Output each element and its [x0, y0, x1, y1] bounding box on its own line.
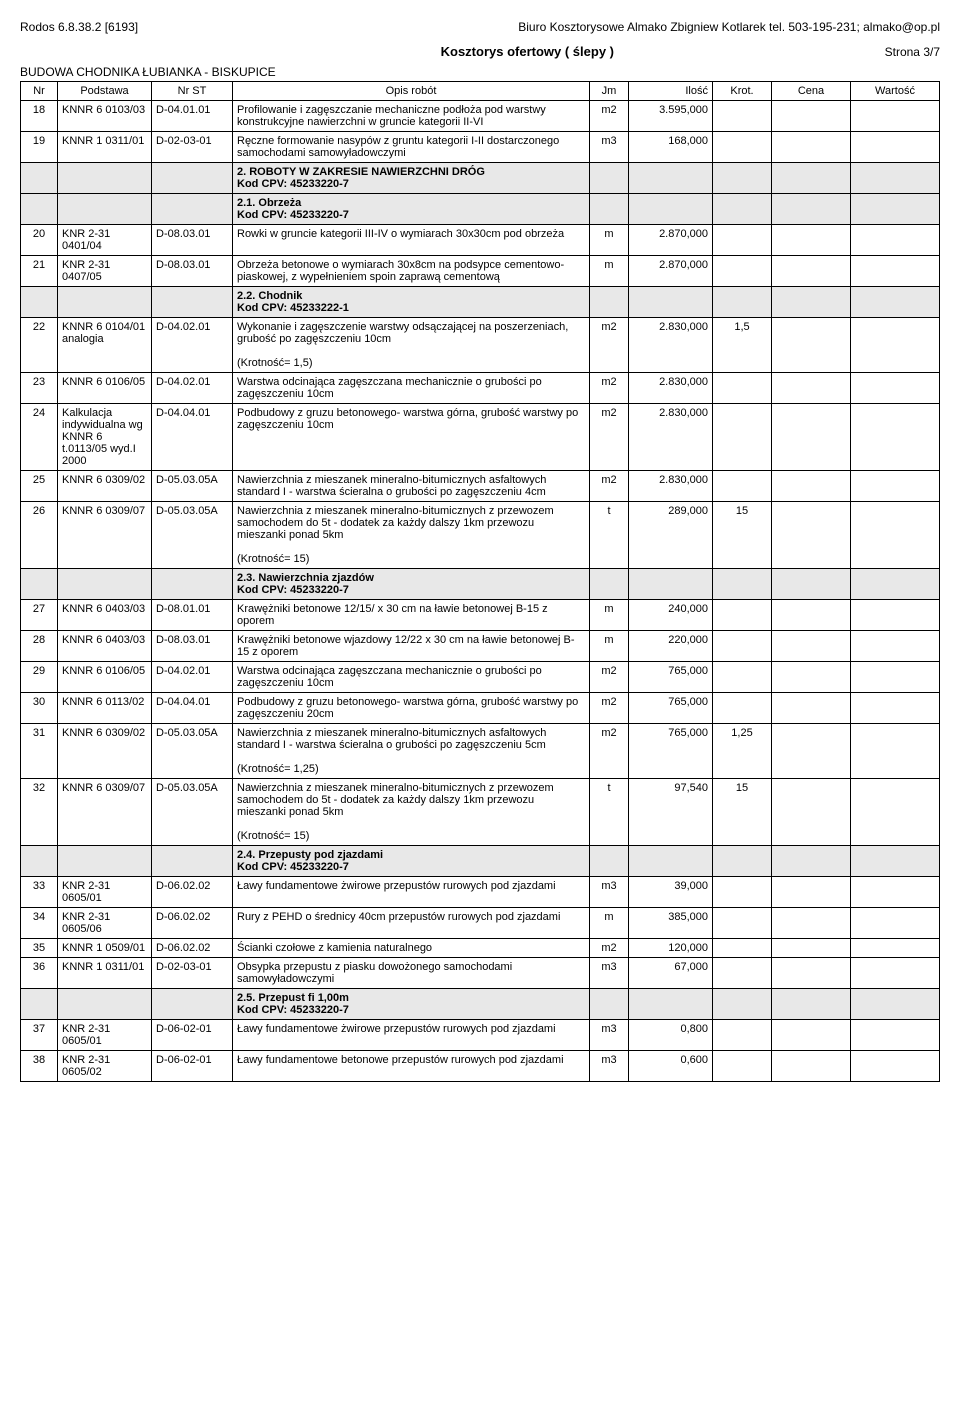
table-row: 34KNR 2-31 0605/06D-06.02.02Rury z PEHD … [21, 908, 940, 939]
page-number: Strona 3/7 [885, 45, 940, 59]
table-row: 31KNNR 6 0309/02D-05.03.05ANawierzchnia … [21, 724, 940, 779]
section-row: 2.5. Przepust fi 1,00m Kod CPV: 45233220… [21, 989, 940, 1020]
software-label: Rodos 6.8.38.2 [6193] [20, 20, 138, 34]
table-row: 18KNNR 6 0103/03D-04.01.01Profilowanie i… [21, 101, 940, 132]
table-row: 37KNR 2-31 0605/01D-06-02-01Ławy fundame… [21, 1020, 940, 1051]
table-row: 19KNNR 1 0311/01D-02-03-01Ręczne formowa… [21, 132, 940, 163]
table-row: 27KNNR 6 0403/03D-08.01.01Krawężniki bet… [21, 600, 940, 631]
table-row: 26KNNR 6 0309/07D-05.03.05ANawierzchnia … [21, 502, 940, 569]
section-row: 2.2. Chodnik Kod CPV: 45233222-1 [21, 287, 940, 318]
col-krot: Krot. [713, 82, 772, 101]
col-wart: Wartość [851, 82, 940, 101]
company-label: Biuro Kosztorysowe Almako Zbigniew Kotla… [518, 20, 940, 34]
col-st: Nr ST [152, 82, 233, 101]
table-row: 30KNNR 6 0113/02D-04.04.01Podbudowy z gr… [21, 693, 940, 724]
table-row: 32KNNR 6 0309/07D-05.03.05ANawierzchnia … [21, 779, 940, 846]
table-row: 28KNNR 6 0403/03D-08.03.01Krawężniki bet… [21, 631, 940, 662]
table-row: 35KNNR 1 0509/01D-06.02.02Ścianki czołow… [21, 939, 940, 958]
section-row: 2.3. Nawierzchnia zjazdów Kod CPV: 45233… [21, 569, 940, 600]
col-pod: Podstawa [58, 82, 152, 101]
table-row: 23KNNR 6 0106/05D-04.02.01Warstwa odcina… [21, 373, 940, 404]
col-jm: Jm [590, 82, 629, 101]
table-row: 22KNNR 6 0104/01 analogiaD-04.02.01Wykon… [21, 318, 940, 373]
table-row: 24Kalkulacja indywidualna wg KNNR 6 t.01… [21, 404, 940, 471]
table-header-row: Nr Podstawa Nr ST Opis robót Jm Ilość Kr… [21, 82, 940, 101]
table-row: 25KNNR 6 0309/02D-05.03.05ANawierzchnia … [21, 471, 940, 502]
project-name: BUDOWA CHODNIKA ŁUBIANKA - BISKUPICE [20, 65, 940, 79]
table-row: 29KNNR 6 0106/05D-04.02.01Warstwa odcina… [21, 662, 940, 693]
table-row: 20KNR 2-31 0401/04D-08.03.01Rowki w grun… [21, 225, 940, 256]
cost-table: Nr Podstawa Nr ST Opis robót Jm Ilość Kr… [20, 81, 940, 1082]
table-row: 36KNNR 1 0311/01D-02-03-01Obsypka przepu… [21, 958, 940, 989]
col-cena: Cena [772, 82, 851, 101]
col-nr: Nr [21, 82, 58, 101]
table-row: 33KNR 2-31 0605/01D-06.02.02Ławy fundame… [21, 877, 940, 908]
doc-title: Kosztorys ofertowy ( ślepy ) [170, 44, 885, 59]
section-row: 2.1. Obrzeża Kod CPV: 45233220-7 [21, 194, 940, 225]
table-row: 21KNR 2-31 0407/05D-08.03.01Obrzeża beto… [21, 256, 940, 287]
section-row: 2. ROBOTY W ZAKRESIE NAWIERZCHNI DRÓG Ko… [21, 163, 940, 194]
table-row: 38KNR 2-31 0605/02D-06-02-01Ławy fundame… [21, 1051, 940, 1082]
col-ilosc: Ilość [629, 82, 713, 101]
section-row: 2.4. Przepusty pod zjazdami Kod CPV: 452… [21, 846, 940, 877]
col-opis: Opis robót [233, 82, 590, 101]
